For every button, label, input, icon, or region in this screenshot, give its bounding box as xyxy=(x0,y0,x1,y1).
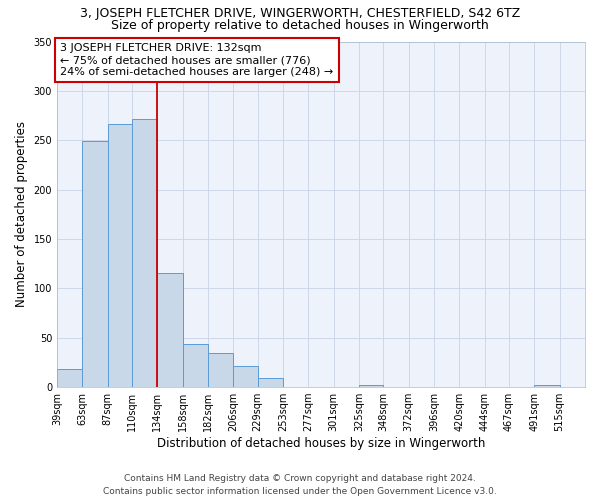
Y-axis label: Number of detached properties: Number of detached properties xyxy=(15,122,28,308)
Bar xyxy=(535,385,560,387)
Bar xyxy=(82,141,108,387)
Bar xyxy=(182,344,208,387)
Bar xyxy=(359,385,383,387)
Text: Size of property relative to detached houses in Wingerworth: Size of property relative to detached ho… xyxy=(111,19,489,32)
Text: Contains HM Land Registry data © Crown copyright and database right 2024.
Contai: Contains HM Land Registry data © Crown c… xyxy=(103,474,497,496)
Bar xyxy=(208,352,233,387)
Text: 3, JOSEPH FLETCHER DRIVE, WINGERWORTH, CHESTERFIELD, S42 6TZ: 3, JOSEPH FLETCHER DRIVE, WINGERWORTH, C… xyxy=(80,8,520,20)
Bar xyxy=(157,272,182,387)
Bar xyxy=(233,366,257,387)
X-axis label: Distribution of detached houses by size in Wingerworth: Distribution of detached houses by size … xyxy=(157,437,485,450)
Bar xyxy=(132,118,157,387)
Bar xyxy=(57,370,82,387)
Bar xyxy=(257,378,283,387)
Bar xyxy=(108,124,132,387)
Text: 3 JOSEPH FLETCHER DRIVE: 132sqm
← 75% of detached houses are smaller (776)
24% o: 3 JOSEPH FLETCHER DRIVE: 132sqm ← 75% of… xyxy=(60,44,334,76)
